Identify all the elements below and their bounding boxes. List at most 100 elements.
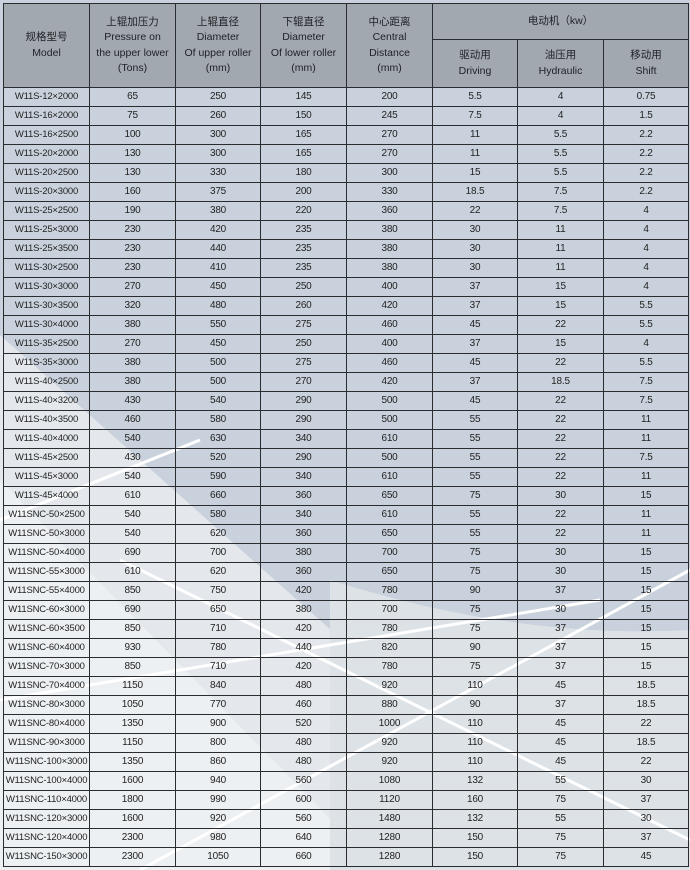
cell-lower-diameter: 420 — [260, 619, 347, 639]
cell-shift: 45 — [602, 847, 690, 867]
cell-lower-diameter: 440 — [260, 638, 347, 658]
cell-driving: 7.5 — [432, 106, 518, 126]
cell-model: W11SNC-120×3000 — [3, 809, 90, 829]
cell-shift: 5.5 — [602, 315, 690, 335]
cell-shift: 22 — [602, 714, 690, 734]
cell-central-distance: 780 — [346, 657, 433, 677]
cell-pressure: 610 — [89, 486, 176, 506]
cell-model: W11S-25×3000 — [3, 220, 90, 240]
cell-upper-diameter: 800 — [175, 733, 261, 753]
cell-lower-diameter: 480 — [260, 733, 347, 753]
cell-pressure: 130 — [89, 144, 176, 164]
cell-pressure: 100 — [89, 125, 176, 145]
cell-shift: 11 — [602, 429, 690, 449]
cell-model: W11S-35×2500 — [3, 334, 90, 354]
cell-central-distance: 500 — [346, 410, 433, 430]
table-row: W11S-40×2500 380 500 270 420 37 18.5 7.5 — [3, 372, 690, 392]
cell-driving: 30 — [432, 258, 518, 278]
cell-lower-diameter: 145 — [260, 87, 347, 107]
header-shift: 移动用 Shift — [602, 39, 690, 88]
cell-lower-diameter: 520 — [260, 714, 347, 734]
cell-driving: 75 — [432, 543, 518, 563]
cell-driving: 55 — [432, 429, 518, 449]
cell-driving: 90 — [432, 581, 518, 601]
cell-model: W11SNC-70×4000 — [3, 676, 90, 696]
header-lower-diameter: 下辊直径 Diameter Of lower roller (mm) — [260, 3, 347, 88]
cell-model: W11S-40×2500 — [3, 372, 90, 392]
cell-lower-diameter: 380 — [260, 543, 347, 563]
cell-pressure: 1150 — [89, 733, 176, 753]
cell-central-distance: 400 — [346, 277, 433, 297]
cell-upper-diameter: 480 — [175, 296, 261, 316]
cell-model: W11SNC-50×4000 — [3, 543, 90, 563]
cell-pressure: 540 — [89, 429, 176, 449]
cell-model: W11SNC-60×4000 — [3, 638, 90, 658]
cell-driving: 18.5 — [432, 182, 518, 202]
header-driving: 驱动用 Driving — [432, 39, 518, 88]
cell-hydraulic: 55 — [517, 809, 604, 829]
cell-hydraulic: 37 — [517, 657, 604, 677]
table-row: W11SNC-120×4000 2300 980 640 1280 150 75 37 — [3, 828, 690, 848]
cell-model: W11SNC-100×4000 — [3, 771, 90, 791]
cell-pressure: 2300 — [89, 847, 176, 867]
cell-lower-diameter: 380 — [260, 600, 347, 620]
cell-shift: 15 — [602, 543, 690, 563]
cell-model: W11SNC-60×3500 — [3, 619, 90, 639]
cell-driving: 15 — [432, 163, 518, 183]
cell-shift: 0.75 — [602, 87, 690, 107]
cell-upper-diameter: 520 — [175, 448, 261, 468]
cell-upper-diameter: 260 — [175, 106, 261, 126]
cell-driving: 37 — [432, 296, 518, 316]
cell-hydraulic: 37 — [517, 638, 604, 658]
cell-central-distance: 380 — [346, 239, 433, 259]
cell-upper-diameter: 450 — [175, 277, 261, 297]
cell-driving: 55 — [432, 467, 518, 487]
cell-hydraulic: 75 — [517, 828, 604, 848]
cell-pressure: 2300 — [89, 828, 176, 848]
cell-central-distance: 820 — [346, 638, 433, 658]
cell-pressure: 1350 — [89, 752, 176, 772]
cell-driving: 55 — [432, 505, 518, 525]
cell-upper-diameter: 300 — [175, 125, 261, 145]
cell-lower-diameter: 260 — [260, 296, 347, 316]
cell-central-distance: 1280 — [346, 828, 433, 848]
cell-shift: 15 — [602, 638, 690, 658]
table-row: W11SNC-70×3000 850 710 420 780 75 37 15 — [3, 657, 690, 677]
header-model: 规格型号 Model — [3, 3, 90, 88]
cell-upper-diameter: 550 — [175, 315, 261, 335]
cell-pressure: 850 — [89, 619, 176, 639]
cell-shift: 7.5 — [602, 372, 690, 392]
cell-model: W11S-16×2500 — [3, 125, 90, 145]
table-row: W11S-45×2500 430 520 290 500 55 22 7.5 — [3, 448, 690, 468]
cell-lower-diameter: 290 — [260, 391, 347, 411]
cell-upper-diameter: 540 — [175, 391, 261, 411]
cell-lower-diameter: 250 — [260, 277, 347, 297]
cell-hydraulic: 30 — [517, 562, 604, 582]
cell-pressure: 270 — [89, 277, 176, 297]
cell-shift: 30 — [602, 809, 690, 829]
cell-central-distance: 500 — [346, 448, 433, 468]
cell-central-distance: 200 — [346, 87, 433, 107]
cell-central-distance: 610 — [346, 429, 433, 449]
cell-shift: 18.5 — [602, 676, 690, 696]
cell-shift: 15 — [602, 619, 690, 639]
cell-lower-diameter: 235 — [260, 220, 347, 240]
cell-driving: 11 — [432, 144, 518, 164]
cell-upper-diameter: 900 — [175, 714, 261, 734]
cell-shift: 15 — [602, 486, 690, 506]
cell-pressure: 610 — [89, 562, 176, 582]
cell-lower-diameter: 560 — [260, 771, 347, 791]
cell-shift: 2.2 — [602, 125, 690, 145]
cell-pressure: 1150 — [89, 676, 176, 696]
cell-hydraulic: 22 — [517, 410, 604, 430]
table-row: W11SNC-60×3500 850 710 420 780 75 37 15 — [3, 619, 690, 639]
cell-central-distance: 610 — [346, 467, 433, 487]
cell-model: W11S-25×2500 — [3, 201, 90, 221]
cell-lower-diameter: 180 — [260, 163, 347, 183]
cell-model: W11S-25×3500 — [3, 239, 90, 259]
cell-pressure: 430 — [89, 391, 176, 411]
cell-lower-diameter: 290 — [260, 448, 347, 468]
cell-hydraulic: 11 — [517, 220, 604, 240]
cell-model: W11S-20×3000 — [3, 182, 90, 202]
cell-pressure: 540 — [89, 524, 176, 544]
